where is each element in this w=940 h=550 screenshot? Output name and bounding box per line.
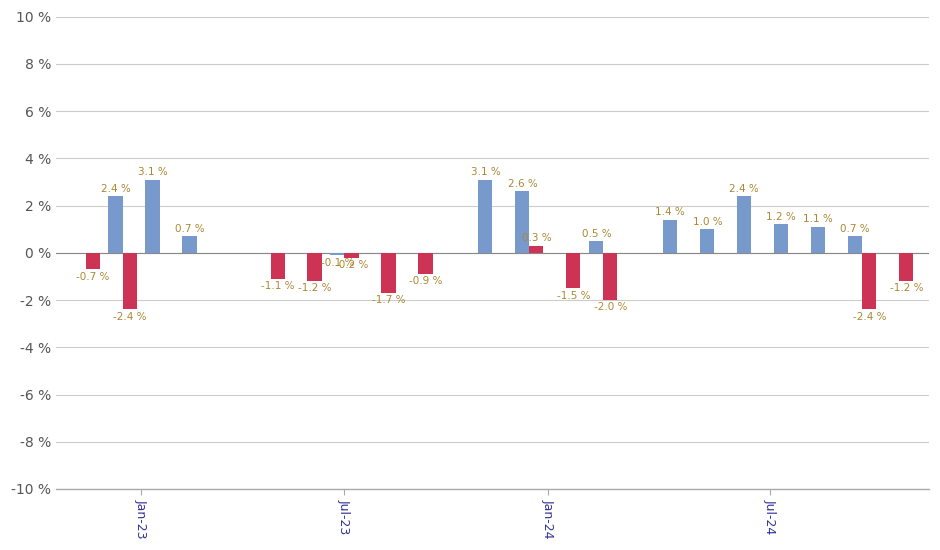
Bar xyxy=(664,220,678,253)
Bar xyxy=(478,180,493,253)
Bar xyxy=(589,241,603,253)
Bar xyxy=(86,253,100,270)
Bar xyxy=(344,253,358,257)
Text: -2.4 %: -2.4 % xyxy=(853,312,886,322)
Text: -1.1 %: -1.1 % xyxy=(260,281,294,291)
Text: 1.0 %: 1.0 % xyxy=(693,217,722,227)
Text: -0.1 %: -0.1 % xyxy=(321,257,354,267)
Bar xyxy=(848,236,862,253)
Bar xyxy=(700,229,714,253)
Bar xyxy=(182,236,196,253)
Text: -0.2 %: -0.2 % xyxy=(335,260,368,270)
Text: -1.2 %: -1.2 % xyxy=(889,283,923,294)
Bar xyxy=(862,253,876,310)
Text: 2.4 %: 2.4 % xyxy=(729,184,760,194)
Text: 1.2 %: 1.2 % xyxy=(766,212,796,222)
Text: -0.9 %: -0.9 % xyxy=(409,277,442,287)
Bar xyxy=(382,253,396,293)
Text: -1.5 %: -1.5 % xyxy=(556,290,590,301)
Text: 0.5 %: 0.5 % xyxy=(582,229,611,239)
Bar xyxy=(811,227,825,253)
Bar xyxy=(108,196,122,253)
Text: -1.2 %: -1.2 % xyxy=(298,283,331,294)
Bar xyxy=(900,253,914,281)
Text: -0.7 %: -0.7 % xyxy=(76,272,109,282)
Text: 2.6 %: 2.6 % xyxy=(508,179,538,189)
Bar xyxy=(567,253,581,288)
Bar xyxy=(418,253,432,274)
Bar xyxy=(122,253,136,310)
Text: -2.4 %: -2.4 % xyxy=(113,312,147,322)
Bar xyxy=(603,253,618,300)
Text: -2.0 %: -2.0 % xyxy=(594,302,627,312)
Bar xyxy=(515,191,529,253)
Text: 1.1 %: 1.1 % xyxy=(804,214,833,224)
Bar xyxy=(529,246,543,253)
Text: 3.1 %: 3.1 % xyxy=(471,167,500,177)
Text: 2.4 %: 2.4 % xyxy=(101,184,131,194)
Bar xyxy=(331,253,344,255)
Text: 0.3 %: 0.3 % xyxy=(522,233,551,243)
Bar xyxy=(307,253,321,281)
Text: 0.7 %: 0.7 % xyxy=(175,224,204,234)
Bar xyxy=(146,180,160,253)
Bar xyxy=(737,196,751,253)
Text: -1.7 %: -1.7 % xyxy=(371,295,405,305)
Bar xyxy=(775,224,789,253)
Bar xyxy=(271,253,285,279)
Text: 3.1 %: 3.1 % xyxy=(137,167,167,177)
Text: 1.4 %: 1.4 % xyxy=(655,207,685,217)
Text: 0.7 %: 0.7 % xyxy=(840,224,870,234)
